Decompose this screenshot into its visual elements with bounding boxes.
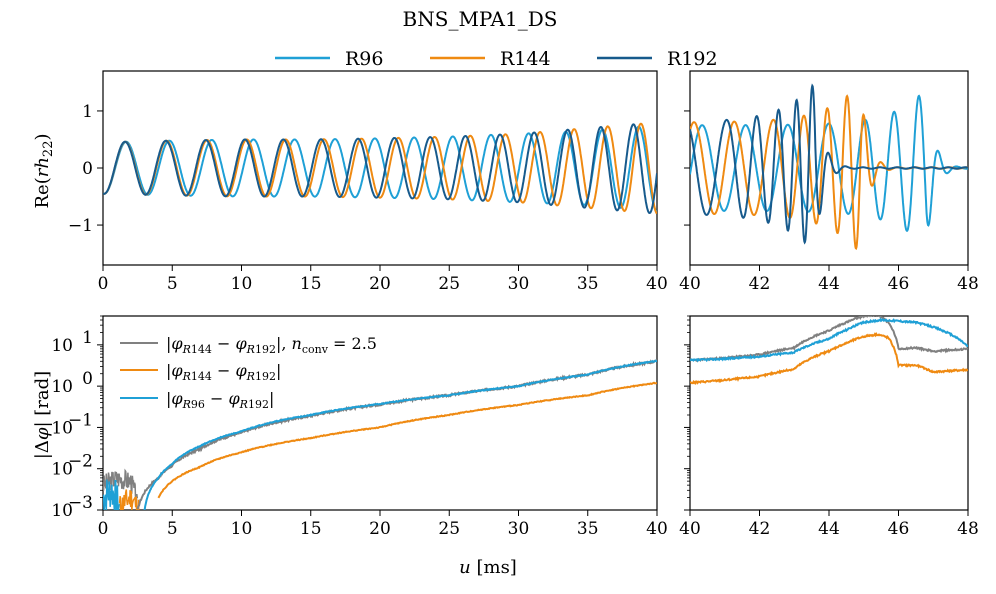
legend-label-R144: R144 bbox=[500, 48, 551, 70]
phase-legend-label-R144: |φR144 − φR192| bbox=[166, 361, 281, 383]
x-tick-label: 30 bbox=[508, 519, 530, 539]
x-tick-label: 25 bbox=[438, 274, 460, 294]
x-tick-label: 20 bbox=[369, 274, 391, 294]
series-line-R192 bbox=[103, 123, 657, 215]
series-line-R144 bbox=[157, 381, 657, 499]
phase-legend: |φR144 − φR192|, nconv = 2.5 |φR144 − φR… bbox=[120, 334, 377, 411]
y-tick-exponent: −2 bbox=[68, 452, 93, 472]
axes-frame-3 bbox=[689, 315, 969, 511]
series-line-R96 bbox=[143, 359, 657, 510]
x-tick-label: 44 bbox=[818, 274, 840, 294]
x-tick-label: 42 bbox=[749, 274, 771, 294]
y-axis-label-phase: |Δφ| [rad] bbox=[32, 371, 53, 459]
x-tick-label: 5 bbox=[167, 274, 178, 294]
y-tick-label: 10 bbox=[51, 418, 73, 438]
y-tick-label: 0 bbox=[82, 159, 93, 179]
x-tick-label: 48 bbox=[957, 274, 979, 294]
y-axis-label-strain: Re(rh22) bbox=[32, 133, 56, 208]
phase-legend-label-R96: |φR96 − φR192| bbox=[166, 389, 274, 411]
x-tick-label: 35 bbox=[577, 274, 599, 294]
x-tick-label: 15 bbox=[300, 519, 322, 539]
y-tick-exponent: −3 bbox=[68, 493, 93, 513]
series-line-R144 bbox=[690, 94, 968, 250]
x-tick-label: 0 bbox=[98, 274, 109, 294]
x-tick-label: 30 bbox=[508, 274, 530, 294]
phase-legend-label-nconv: |φR144 − φR192|, nconv = 2.5 bbox=[166, 334, 377, 356]
x-tick-label: 40 bbox=[679, 519, 701, 539]
chart-title: BNS_MPA1_DS bbox=[403, 7, 558, 31]
legend-label-R192: R192 bbox=[667, 48, 718, 70]
y-tick-exponent: 1 bbox=[82, 328, 93, 348]
x-tick-label: 40 bbox=[646, 519, 668, 539]
x-tick-label: 15 bbox=[300, 274, 322, 294]
y-tick-label: 10 bbox=[51, 460, 73, 480]
x-tick-label: 42 bbox=[749, 519, 771, 539]
phase-difference-panel: 10−310−210−110 010 10 5 10 15 20 25 30 35 40 bbox=[51, 315, 668, 539]
series-line-R192 bbox=[690, 83, 968, 245]
x-axis-label: u [ms] bbox=[459, 557, 517, 578]
x-tick-label: 25 bbox=[438, 519, 460, 539]
x-tick-label: 46 bbox=[888, 274, 910, 294]
x-tick-label: 5 bbox=[167, 519, 178, 539]
series-line-R144 bbox=[690, 332, 968, 386]
y-tick-exponent: 0 bbox=[82, 369, 93, 389]
strain-merger-panel: 40 42 44 46 48 bbox=[679, 70, 979, 294]
x-tick-label: 40 bbox=[679, 274, 701, 294]
x-tick-label: 20 bbox=[369, 519, 391, 539]
y-tick-label: 1 bbox=[82, 102, 93, 122]
x-tick-label: 48 bbox=[957, 519, 979, 539]
phase-difference-merger-panel: 40 42 44 46 48 bbox=[679, 315, 979, 539]
top-legend: R96 R144 R192 bbox=[275, 48, 718, 70]
y-tick-label: 10 bbox=[51, 336, 73, 356]
series-line-nconv bbox=[136, 359, 657, 510]
x-tick-label: 10 bbox=[231, 274, 253, 294]
y-tick-label: 10 bbox=[51, 377, 73, 397]
y-tick-label: 10 bbox=[51, 501, 73, 521]
x-tick-label: 35 bbox=[577, 519, 599, 539]
x-tick-label: 10 bbox=[231, 519, 253, 539]
y-tick-label: −1 bbox=[68, 216, 93, 236]
strain-inspiral-panel: 10−10 5 10 15 20 25 30 35 40 bbox=[68, 70, 668, 294]
x-tick-label: 46 bbox=[888, 519, 910, 539]
series-line-R96 bbox=[690, 317, 968, 363]
x-tick-label: 44 bbox=[818, 519, 840, 539]
noise-segment bbox=[118, 489, 140, 510]
series-line-R144 bbox=[103, 122, 657, 215]
axes-frame-0 bbox=[102, 70, 658, 266]
legend-label-R96: R96 bbox=[345, 48, 383, 70]
x-tick-label: 0 bbox=[98, 519, 109, 539]
y-tick-exponent: −1 bbox=[68, 410, 93, 430]
x-tick-label: 40 bbox=[646, 274, 668, 294]
noise-segment bbox=[103, 479, 121, 510]
